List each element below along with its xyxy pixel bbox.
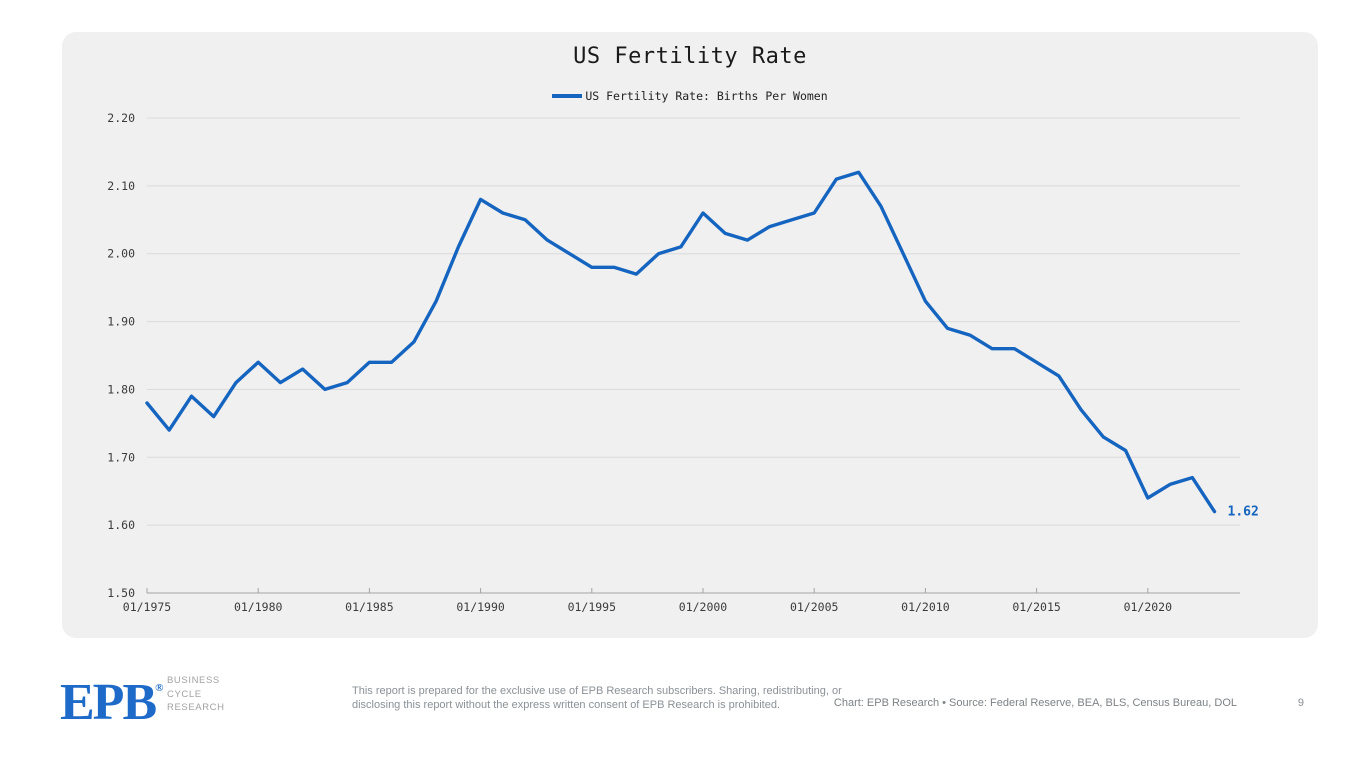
y-axis-tick-label: 1.70 xyxy=(107,450,135,464)
tagline-line: RESEARCH xyxy=(167,702,225,713)
tagline-line: CYCLE xyxy=(167,688,202,700)
disclaimer-line: This report is prepared for the exclusiv… xyxy=(352,685,842,697)
legend-line-swatch xyxy=(552,94,583,98)
y-axis-tick-label: 1.60 xyxy=(107,518,135,532)
disclaimer-text: This report is prepared for the exclusiv… xyxy=(352,684,842,712)
x-axis-tick-label: 01/2005 xyxy=(790,600,838,614)
chart-source-attribution: Chart: EPB Research • Source: Federal Re… xyxy=(833,697,1237,709)
page-number: 9 xyxy=(1297,697,1304,709)
y-axis-tick-label: 1.80 xyxy=(107,382,135,396)
x-axis-tick-label: 01/1985 xyxy=(345,600,393,614)
chart-card: US Fertility Rate US Fertility Rate: Bir… xyxy=(62,32,1318,638)
epb-logo: EPB® xyxy=(60,664,164,729)
fertility-rate-series-line xyxy=(145,170,1217,514)
y-axis-tick-label: 2.00 xyxy=(107,247,135,261)
chart-legend: US Fertility Rate: Births Per Women xyxy=(62,89,1318,103)
x-axis-tick-label: 01/2015 xyxy=(1012,600,1060,614)
y-axis-tick-label: 1.50 xyxy=(107,586,135,600)
x-axis-tick-label: 01/1995 xyxy=(568,600,616,614)
x-axis-tick-label: 01/2000 xyxy=(679,600,728,614)
logo-tagline: BUSINESS CYCLE RESEARCH xyxy=(167,674,225,715)
registered-trademark-mark: ® xyxy=(155,682,164,694)
disclaimer-line: disclosing this report without the expre… xyxy=(352,699,780,711)
epb-logo-text: EPB xyxy=(60,674,157,731)
x-axis-tick-label: 01/1990 xyxy=(456,600,505,614)
chart-title: US Fertility Rate xyxy=(573,44,807,69)
y-axis-tick-label: 2.10 xyxy=(107,179,135,193)
last-value-label: 1.62 xyxy=(1228,505,1259,520)
y-axis-tick-label: 1.90 xyxy=(107,315,135,329)
x-axis-tick-label: 01/1975 xyxy=(123,600,171,614)
x-axis-tick-label: 01/1980 xyxy=(234,600,283,614)
y-axis-tick-label: 2.20 xyxy=(107,111,135,125)
tagline-line: BUSINESS xyxy=(167,675,220,686)
x-axis-tick-label: 01/2010 xyxy=(901,600,950,614)
legend-label: US Fertility Rate: Births Per Women xyxy=(585,89,828,103)
x-axis-tick-label: 01/2020 xyxy=(1124,600,1173,614)
